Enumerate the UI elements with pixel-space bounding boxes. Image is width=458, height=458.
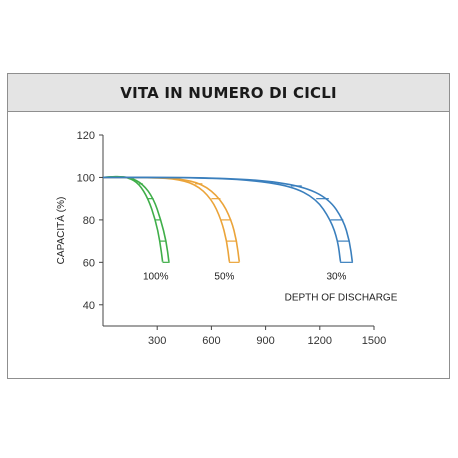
series-30-inner-line — [102, 176, 342, 264]
series-100-inner-line — [102, 175, 164, 264]
y-tick-label: 60 — [83, 257, 95, 269]
depth-of-discharge-label: DEPTH OF DISCHARGE — [285, 292, 398, 303]
x-tick-label: 1200 — [308, 335, 332, 347]
y-axis-label: CAPACITÀ (%) — [54, 197, 67, 265]
x-tick-label: 300 — [148, 335, 166, 347]
x-tick-label: 600 — [202, 335, 220, 347]
x-tick-label: 900 — [256, 335, 274, 347]
x-tick-label: 1500 — [362, 335, 386, 347]
series-50-outer-line — [102, 176, 241, 264]
y-tick-label: 100 — [77, 172, 95, 184]
series-100-label: 100% — [143, 271, 169, 282]
y-tick-label: 40 — [83, 300, 95, 312]
chart-title: VITA IN NUMERO DI CICLI — [120, 83, 337, 102]
series-50-label: 50% — [214, 271, 234, 282]
y-tick-label: 120 — [77, 130, 95, 142]
series-30-label: 30% — [326, 271, 346, 282]
chart-header: VITA IN NUMERO DI CICLI — [8, 74, 449, 112]
chart-card: VITA IN NUMERO DI CICLI — [7, 73, 450, 379]
y-tick-label: 80 — [83, 215, 95, 227]
